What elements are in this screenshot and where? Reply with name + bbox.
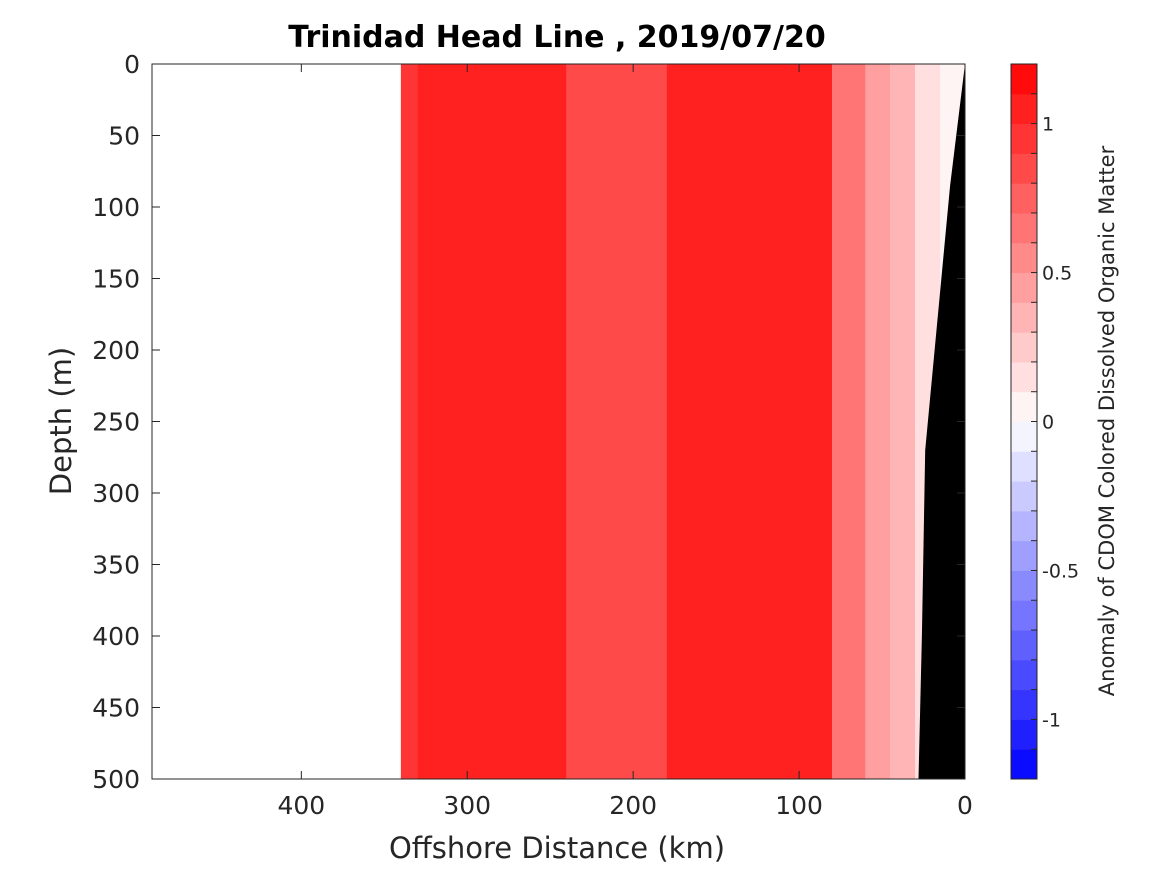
colorbar-step bbox=[1011, 302, 1037, 333]
contour-band bbox=[566, 64, 667, 779]
colorbar-tick-label: 0.5 bbox=[1042, 263, 1072, 285]
contour-band bbox=[666, 64, 833, 779]
colorbar-step bbox=[1011, 749, 1037, 780]
plot-area bbox=[151, 63, 966, 780]
colorbar-tick-label: 1 bbox=[1042, 114, 1054, 136]
chart-title: Trinidad Head Line , 2019/07/20 bbox=[288, 20, 825, 55]
colorbar-step bbox=[1011, 272, 1037, 303]
y-axis-label: Depth (m) bbox=[44, 347, 78, 495]
colorbar-step bbox=[1011, 391, 1037, 422]
colorbar-step bbox=[1011, 659, 1037, 691]
colorbar-step bbox=[1011, 153, 1037, 184]
x-axis-label: Offshore Distance (km) bbox=[389, 831, 725, 865]
x-tick-label: 100 bbox=[775, 791, 823, 820]
contour-band bbox=[865, 64, 891, 779]
bathymetry bbox=[918, 64, 965, 779]
y-tick-label: 450 bbox=[92, 694, 140, 723]
colorbar-step bbox=[1011, 451, 1037, 482]
colorbar-step bbox=[1011, 332, 1037, 363]
y-tick-label: 500 bbox=[92, 765, 140, 794]
colorbar-step bbox=[1011, 64, 1037, 95]
x-tick-label: 400 bbox=[277, 791, 325, 820]
contour-band bbox=[400, 64, 418, 779]
colorbar-step bbox=[1011, 630, 1037, 661]
contour-band bbox=[832, 64, 866, 779]
colorbar-frame bbox=[1010, 63, 1038, 780]
y-axis: 0 50 100 150 200 250 300 350 400 450 500 bbox=[92, 50, 965, 794]
y-tick-label: 300 bbox=[92, 479, 140, 508]
x-tick-label: 0 bbox=[957, 791, 973, 820]
y-tick-label: 50 bbox=[108, 122, 140, 151]
colorbar-step bbox=[1011, 719, 1037, 750]
y-tick-label: 350 bbox=[92, 551, 140, 580]
colorbar-step bbox=[1011, 570, 1037, 601]
colorbar-tick-label: 0 bbox=[1042, 412, 1054, 434]
contour-band bbox=[417, 64, 567, 779]
x-axis: 400 300 200 100 0 bbox=[277, 64, 973, 820]
colorbar-step bbox=[1011, 361, 1037, 393]
y-tick-label: 150 bbox=[92, 265, 140, 294]
y-tick-label: 100 bbox=[92, 193, 140, 222]
contour-band bbox=[890, 64, 916, 779]
colorbar-step bbox=[1011, 481, 1037, 512]
x-tick-label: 300 bbox=[443, 791, 491, 820]
y-tick-label: 200 bbox=[92, 336, 140, 365]
y-tick-label: 400 bbox=[92, 622, 140, 651]
colorbar-step bbox=[1011, 183, 1037, 214]
colorbar-label: Anomaly of CDOM Colored Dissolved Organi… bbox=[1095, 145, 1119, 696]
colorbar-step bbox=[1011, 421, 1037, 452]
colorbar-tick-label: -0.5 bbox=[1042, 560, 1079, 582]
colorbar-step bbox=[1011, 212, 1037, 244]
colorbar: -1 -0.5 0 0.5 1 bbox=[1010, 63, 1079, 780]
y-tick-label: 0 bbox=[124, 50, 140, 79]
colorbar-step bbox=[1011, 242, 1037, 274]
colorbar-step bbox=[1011, 510, 1037, 542]
colorbar-step bbox=[1011, 540, 1037, 571]
colorbar-step bbox=[1011, 93, 1037, 125]
colorbar-tick-label: -1 bbox=[1042, 709, 1061, 731]
colorbar-step bbox=[1011, 600, 1037, 631]
y-tick-label: 250 bbox=[92, 408, 140, 437]
colorbar-step bbox=[1011, 123, 1037, 154]
colorbar-step bbox=[1011, 689, 1037, 720]
x-tick-label: 200 bbox=[609, 791, 657, 820]
